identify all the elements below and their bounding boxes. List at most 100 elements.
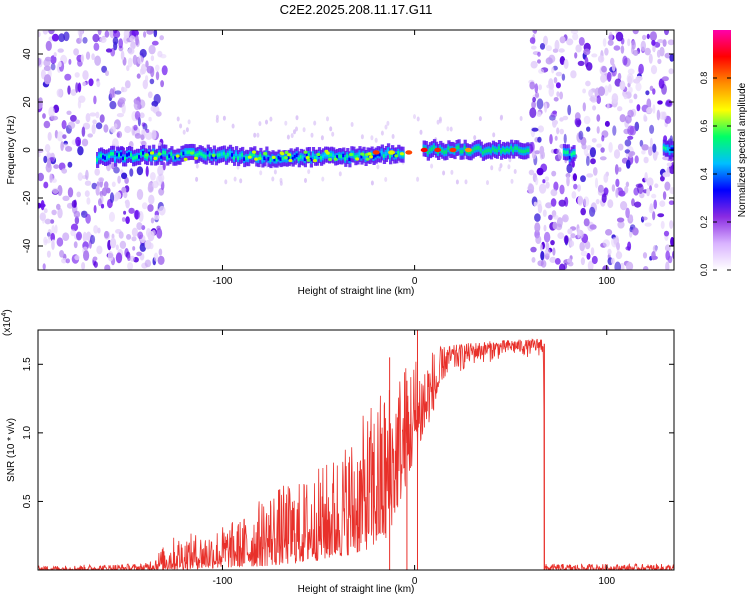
noise-speckle	[131, 227, 138, 237]
noise-speckle	[550, 189, 558, 197]
noise-speckle	[44, 56, 52, 62]
noise-speckle	[608, 83, 612, 93]
ridge-core	[295, 153, 299, 157]
noise-speckle	[612, 125, 617, 136]
noise-speckle	[139, 242, 147, 252]
noise-speckle	[646, 177, 654, 187]
y-tick-label: 0	[22, 147, 33, 153]
noise-speckle	[104, 264, 111, 270]
noise-speckle	[233, 176, 237, 182]
noise-speckle	[143, 31, 147, 38]
noise-speckle	[552, 221, 558, 230]
noise-speckle	[580, 175, 586, 183]
noise-speckle	[96, 245, 103, 255]
noise-speckle	[149, 242, 154, 250]
noise-speckle	[92, 33, 100, 43]
ridge-core	[216, 153, 220, 158]
ridge-core	[572, 151, 576, 155]
noise-speckle	[47, 158, 51, 169]
ridge-core	[156, 155, 160, 159]
ridge-core	[487, 148, 491, 153]
noise-speckle	[117, 175, 121, 184]
noise-speckle	[583, 48, 591, 56]
noise-speckle	[147, 230, 155, 242]
noise-speckle	[534, 92, 540, 98]
ridge-core	[566, 150, 570, 155]
noise-speckle	[152, 180, 159, 189]
noise-speckle	[531, 101, 536, 109]
noise-speckle	[75, 82, 79, 93]
noise-speckle	[141, 202, 148, 210]
noise-speckle	[307, 169, 311, 175]
ridge-core	[301, 155, 305, 160]
noise-speckle	[539, 145, 545, 155]
noise-speckle	[550, 111, 557, 118]
noise-speckle	[580, 257, 586, 266]
snr-panel: -100 0 100 0.5 1.0 1.5 Height of straight li…	[1, 309, 675, 595]
ridge-core	[228, 151, 233, 155]
noise-speckle	[92, 256, 98, 261]
noise-speckle	[552, 119, 558, 126]
noise-speckle	[537, 51, 541, 57]
noise-speckle	[530, 60, 538, 69]
noise-speckle	[253, 132, 257, 138]
ridge-core	[320, 156, 324, 160]
noise-speckle	[127, 262, 134, 270]
noise-speckle	[45, 40, 52, 52]
noise-speckle	[519, 116, 523, 121]
noise-speckle	[651, 251, 656, 261]
noise-speckle	[559, 128, 564, 135]
ridge-hotspot	[372, 150, 380, 155]
noise-speckle	[537, 260, 544, 267]
ridge-core	[269, 158, 273, 162]
noise-speckle	[116, 131, 123, 139]
noise-speckle	[536, 98, 544, 110]
noise-speckle	[617, 220, 625, 229]
noise-speckle	[584, 241, 591, 250]
noise-speckle	[567, 228, 573, 235]
noise-speckle	[641, 144, 649, 151]
noise-speckle	[124, 125, 132, 134]
noise-speckle	[533, 201, 538, 207]
noise-speckle	[596, 114, 601, 122]
ridge-core	[184, 150, 188, 154]
noise-speckle	[500, 114, 503, 120]
ridge-core	[297, 157, 301, 162]
noise-speckle	[654, 183, 659, 188]
ridge-speck	[303, 150, 308, 154]
noise-speckle	[320, 135, 324, 141]
ridge-core	[168, 154, 172, 158]
ridge-core	[518, 148, 522, 153]
ridge-core	[96, 158, 100, 162]
noise-speckle	[118, 231, 124, 239]
noise-speckle	[635, 82, 642, 92]
noise-speckle	[652, 88, 656, 95]
ridge-core	[504, 149, 508, 153]
noise-speckle	[662, 39, 667, 47]
noise-speckle	[121, 172, 128, 180]
colorbar-tick-label: 0.8	[699, 72, 709, 85]
noise-speckle	[295, 126, 298, 132]
noise-speckle	[139, 112, 145, 119]
noise-speckle	[646, 33, 650, 40]
ridge-core	[206, 150, 210, 155]
ridge-core	[279, 157, 283, 161]
y-tick-label: 40	[22, 48, 33, 60]
noise-speckle	[145, 60, 149, 68]
noise-speckle	[549, 256, 557, 263]
noise-speckle	[222, 115, 226, 121]
ridge-core	[477, 145, 481, 150]
noise-speckle	[631, 198, 635, 207]
snr-y-axis-label: SNR (10 * v/v)	[6, 418, 17, 482]
noise-speckle	[534, 83, 539, 94]
noise-speckle	[628, 99, 633, 104]
ridge-core	[210, 155, 214, 159]
ridge-speck	[328, 157, 332, 162]
noise-speckle	[384, 124, 388, 130]
ridge-core	[326, 152, 330, 157]
noise-speckle	[97, 30, 102, 36]
ridge-core	[378, 152, 382, 157]
noise-speckle	[532, 96, 536, 103]
noise-speckle	[649, 124, 655, 134]
noise-speckle	[614, 164, 619, 175]
